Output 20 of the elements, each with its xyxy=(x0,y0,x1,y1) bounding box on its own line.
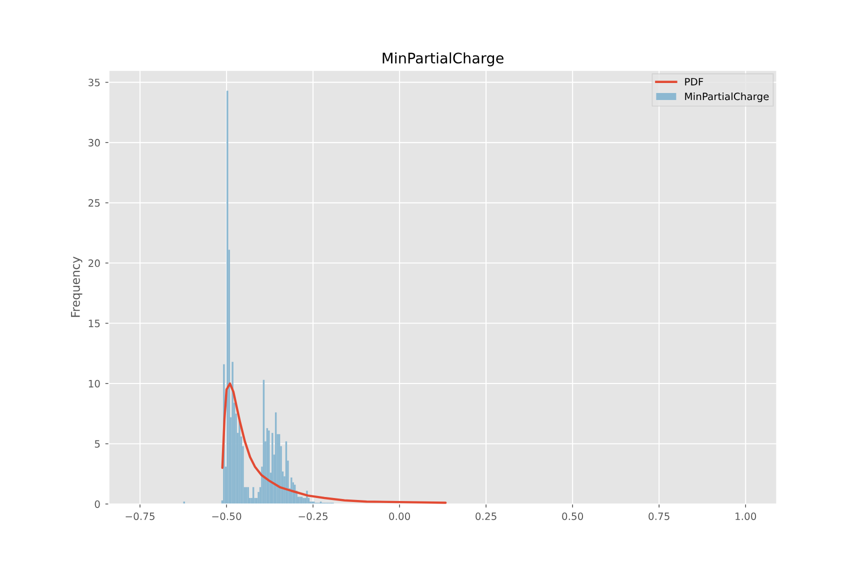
chart-title: MinPartialCharge xyxy=(382,52,504,66)
y-tick-label: 25 xyxy=(88,199,100,207)
y-tick-label: 35 xyxy=(88,78,100,86)
x-tick-label: −0.50 xyxy=(212,512,242,520)
x-tick-label: −0.25 xyxy=(298,512,328,520)
x-tick-label: 0.75 xyxy=(648,512,670,520)
x-tick-label: 0.25 xyxy=(476,512,496,520)
legend-label: MinPartialCharge xyxy=(685,92,769,102)
y-tick-label: 5 xyxy=(94,440,100,448)
x-tick-label: 0.00 xyxy=(389,512,410,520)
x-tick-label: −0.75 xyxy=(126,512,154,520)
y-tick-label: 10 xyxy=(88,380,100,388)
x-tick-label: 1.00 xyxy=(736,512,756,520)
legend-label: PDF xyxy=(685,78,704,86)
x-tick-label: 0.50 xyxy=(562,512,584,520)
y-tick-label: 0 xyxy=(94,500,100,508)
y-tick-label: 15 xyxy=(88,320,100,328)
y-axis-title: Frequency xyxy=(71,256,82,317)
y-tick-label: 30 xyxy=(88,138,100,146)
y-tick-label: 20 xyxy=(88,259,100,267)
